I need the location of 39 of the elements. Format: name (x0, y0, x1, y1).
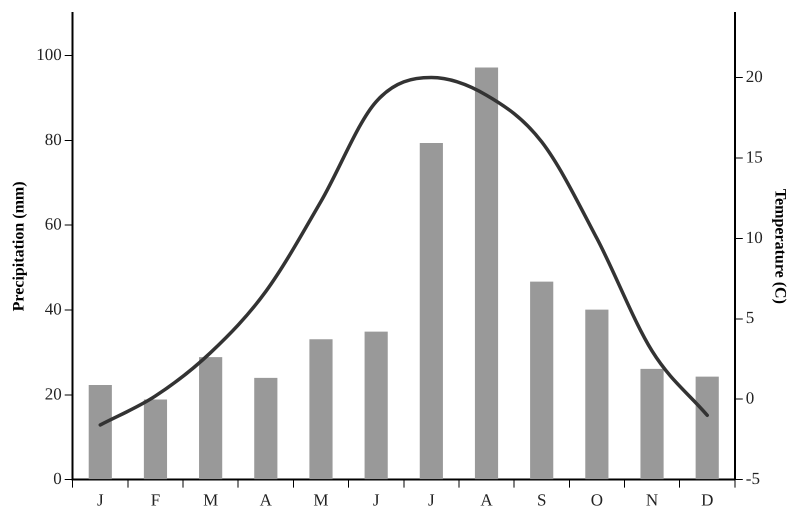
bar (309, 339, 333, 480)
y2-tick-label: 0 (746, 388, 754, 408)
bar (199, 357, 222, 480)
line-series (98, 76, 709, 427)
bar (364, 332, 388, 480)
y2-tick-label: -5 (746, 469, 760, 488)
bar (420, 142, 443, 480)
y2-tick-label: 15 (746, 147, 763, 166)
bar (585, 310, 608, 480)
x-tick-label: O (590, 490, 604, 510)
x-tick-label: M (313, 490, 329, 510)
x-tick-label: A (480, 490, 494, 510)
y-tick-label: 40 (44, 299, 62, 318)
x-tick-label: M (203, 490, 218, 510)
bar (640, 368, 664, 480)
y-axis-title: Precipitation (mm) (10, 181, 28, 312)
y-tick-label: 60 (44, 214, 62, 234)
y2-tick-label: 5 (746, 308, 754, 328)
bar (144, 399, 168, 480)
x-tick-label: D (701, 490, 714, 510)
y-tick-label: 100 (36, 45, 62, 64)
x-tick-label: J (372, 490, 380, 510)
y-tick-label: 20 (44, 384, 62, 404)
bar (254, 378, 278, 480)
x-tick-label: J (428, 490, 436, 510)
x-tick-label: J (96, 490, 104, 510)
y2-tick-label: 20 (746, 67, 763, 86)
bar (474, 67, 498, 480)
bar (88, 385, 112, 480)
x-tick-label: N (646, 490, 658, 510)
x-tick-label: F (150, 490, 160, 510)
y-tick-label: 80 (44, 130, 62, 149)
bar (696, 376, 719, 480)
y-tick-label: 0 (53, 469, 62, 488)
x-tick-label: A (260, 490, 273, 510)
y2-tick-label: 10 (746, 228, 763, 247)
y2-axis-title: Temperature (C) (771, 188, 788, 304)
bar (530, 282, 554, 480)
x-tick-label: S (536, 490, 546, 510)
